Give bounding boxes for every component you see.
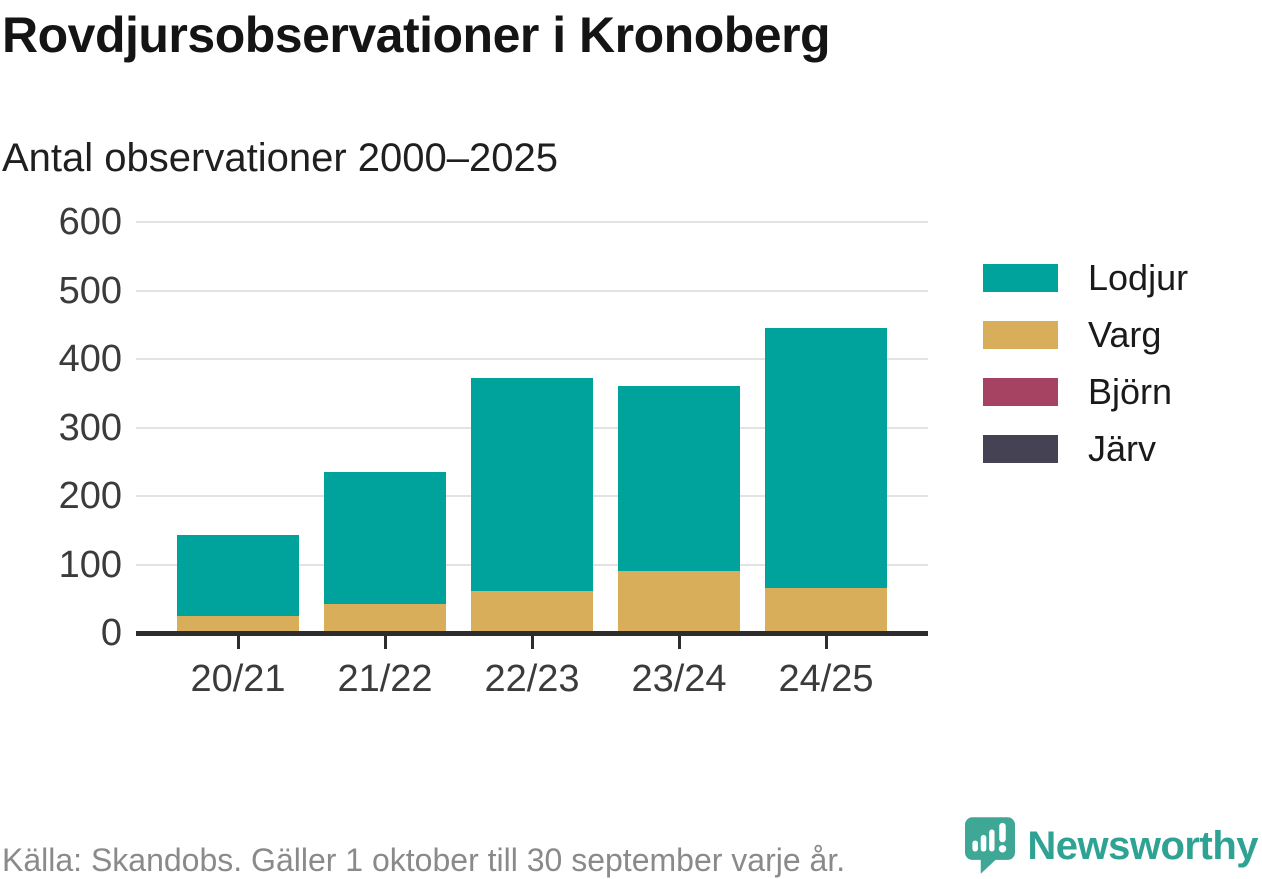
bar-segment-varg bbox=[324, 603, 446, 633]
legend-swatch-varg bbox=[983, 321, 1058, 349]
x-axis-tick-label: 23/24 bbox=[631, 658, 727, 700]
y-axis-tick-label: 300 bbox=[58, 406, 122, 449]
x-axis-tick-label: 24/25 bbox=[778, 658, 874, 700]
x-axis-line bbox=[136, 631, 928, 636]
legend-label: Järv bbox=[1088, 428, 1157, 469]
y-axis-tick-label: 0 bbox=[100, 612, 122, 654]
newsworthy-wordmark: Newsworthy bbox=[1027, 823, 1258, 868]
x-axis-tick-label: 21/22 bbox=[337, 658, 433, 700]
x-axis-tick bbox=[677, 636, 681, 649]
bar-segment-varg bbox=[177, 615, 299, 633]
y-axis-tick-label: 100 bbox=[58, 543, 122, 586]
legend-item: Lodjur bbox=[983, 257, 1188, 299]
bar-segment-varg bbox=[765, 588, 887, 633]
x-axis-tick bbox=[824, 636, 828, 649]
legend: Lodjur Varg Björn Järv bbox=[983, 257, 1188, 485]
chart-subtitle: Antal observationer 2000–2025 bbox=[2, 136, 558, 180]
bar-segment-lodjur bbox=[471, 378, 593, 591]
y-gridline bbox=[136, 289, 928, 292]
legend-item: Järv bbox=[983, 428, 1188, 470]
plot-area: 0 100 200 300 400 500 600 20/21 21/22 22/23 23/24 2… bbox=[59, 201, 928, 700]
newsworthy-logo-icon bbox=[965, 817, 1016, 874]
bar-segment-lodjur bbox=[324, 472, 446, 604]
x-axis-tick bbox=[236, 636, 240, 649]
y-gridline bbox=[136, 221, 928, 223]
legend-swatch-lodjur bbox=[983, 264, 1058, 292]
x-axis-tick-label: 20/21 bbox=[190, 658, 286, 700]
bar-segment-lodjur bbox=[765, 328, 887, 589]
x-axis-tick bbox=[530, 636, 534, 649]
y-axis-tick-label: 400 bbox=[58, 338, 122, 380]
legend-swatch-bjrn bbox=[983, 378, 1058, 406]
legend-label: Björn bbox=[1088, 371, 1173, 412]
y-axis-tick-label: 200 bbox=[58, 475, 122, 517]
legend-item: Björn bbox=[983, 371, 1188, 413]
bar-segment-varg bbox=[618, 571, 740, 633]
legend-label: Lodjur bbox=[1088, 257, 1189, 298]
y-axis-tick-label: 600 bbox=[58, 201, 122, 243]
y-gridline bbox=[136, 358, 928, 360]
chart-title: Rovdjursobservationer i Kronoberg bbox=[2, 7, 831, 63]
legend-label: Varg bbox=[1088, 314, 1162, 355]
x-axis-tick bbox=[383, 636, 387, 649]
legend-item: Varg bbox=[983, 314, 1188, 356]
legend-swatch-jrv bbox=[983, 435, 1058, 463]
bar-segment-lodjur bbox=[177, 535, 299, 616]
y-axis-tick-label: 500 bbox=[58, 269, 122, 312]
bar-segment-varg bbox=[471, 590, 593, 633]
bar-segment-lodjur bbox=[618, 385, 740, 572]
source-note: Källa: Skandobs. Gäller 1 oktober till 3… bbox=[2, 842, 846, 878]
newsworthy-branding: Newsworthy bbox=[965, 817, 1258, 875]
x-axis-tick-label: 22/23 bbox=[484, 658, 580, 700]
